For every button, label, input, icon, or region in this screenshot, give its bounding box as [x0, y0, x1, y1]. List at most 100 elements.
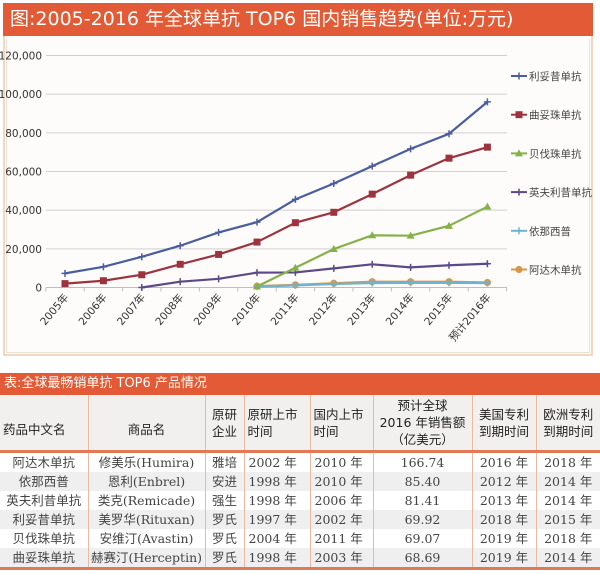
- column-header-text: （亿美元）: [391, 432, 454, 447]
- column-header-text: 原研上市: [247, 406, 298, 422]
- column-header-text: 药品中文名: [3, 422, 66, 437]
- y-tick-label: 20,000: [5, 244, 42, 256]
- table-cell: 罗氏: [204, 510, 244, 529]
- data-point: [330, 264, 338, 272]
- data-point: [138, 271, 146, 279]
- data-point: [291, 219, 299, 227]
- table-cell: 2002 年: [309, 510, 373, 529]
- legend-label: 依那西普: [529, 225, 571, 238]
- x-tick-label: 2009年: [191, 291, 225, 328]
- table-cell: 166.74: [372, 451, 472, 472]
- x-tick-label: 2011年: [268, 291, 302, 328]
- column-header-text: 到期时间: [478, 423, 529, 439]
- data-point: [515, 72, 523, 80]
- y-tick-label: 80,000: [5, 128, 42, 140]
- data-point: [445, 279, 453, 287]
- table-cell: 69.92: [372, 510, 472, 529]
- data-point: [329, 245, 338, 253]
- column-header: 商品名: [87, 395, 205, 452]
- x-tick-label: 2013年: [345, 291, 379, 328]
- y-tick-label: 100,000: [0, 89, 42, 101]
- y-tick-label: 40,000: [5, 205, 42, 217]
- table-cell: 2010 年: [309, 451, 373, 472]
- data-point: [176, 260, 184, 268]
- legend-label: 利妥昔单抗: [529, 70, 582, 83]
- table-cell: 赫赛汀(Herceptin): [87, 548, 205, 569]
- data-point: [99, 277, 107, 285]
- column-header-text: 商品名: [127, 422, 166, 437]
- data-point: [138, 253, 146, 261]
- table-cell: 强生: [204, 491, 244, 510]
- table-cell: 2011 年: [309, 529, 373, 548]
- data-point: [330, 280, 338, 288]
- data-point: [368, 162, 376, 170]
- legend-label: 英夫利昔单抗: [529, 186, 592, 199]
- y-tick-label: 60,000: [5, 167, 42, 179]
- x-tick-label: 2005年: [37, 291, 71, 328]
- y-tick-label: 120,000: [0, 51, 42, 63]
- table-cell: 81.41: [372, 491, 472, 510]
- y-tick-label: 0: [35, 283, 42, 295]
- legend-item: 依那西普: [511, 225, 571, 238]
- column-header: 欧洲专利 到期时间: [535, 395, 600, 452]
- x-tick-label: 2010年: [229, 291, 263, 328]
- column-header-text: 企业: [211, 423, 237, 439]
- table-cell: 利妥昔单抗: [0, 510, 88, 529]
- table-cell: 曲妥珠单抗: [0, 548, 88, 569]
- data-point: [407, 279, 415, 287]
- data-point: [483, 143, 491, 151]
- table-cell: 安进: [204, 472, 244, 491]
- table-cell: 1998 年: [243, 472, 310, 491]
- series-曲妥珠单抗: [61, 143, 491, 288]
- table-row: 贝伐珠单抗 安维汀(Avastin) 罗氏 2004 年 2011 年 69.07 2019…: [0, 529, 600, 548]
- data-point: [515, 265, 523, 274]
- table-cell: 1998 年: [243, 491, 310, 510]
- series-贝伐珠单抗: [253, 202, 492, 290]
- legend-item: 利妥昔单抗: [511, 70, 582, 83]
- data-point: [368, 231, 377, 239]
- data-point: [291, 263, 300, 271]
- data-point: [291, 195, 299, 203]
- data-point: [368, 279, 376, 287]
- data-point: [253, 269, 261, 277]
- legend-label: 贝伐珠单抗: [529, 147, 582, 160]
- data-point: [253, 218, 261, 226]
- line-chart: 020,00040,00060,00080,000100,000120,000 …: [0, 51, 592, 345]
- table-cell: 2004 年: [243, 529, 310, 548]
- column-header: 国内上市 时间: [309, 395, 373, 452]
- table-cell: 英夫利昔单抗: [6, 493, 82, 508]
- table-cell: 2002 年: [243, 451, 310, 472]
- table-cell: 2014 年: [535, 491, 600, 510]
- data-point: [445, 221, 453, 229]
- data-point: [407, 171, 415, 179]
- column-header-text: 2016 年销售额: [379, 415, 466, 430]
- x-tick-label: 2015年: [421, 291, 455, 328]
- table-cell: 罗氏: [204, 548, 244, 569]
- column-header-text: 时间: [313, 423, 339, 439]
- data-point: [330, 179, 338, 187]
- legend-item: 曲妥珠单抗: [511, 109, 582, 122]
- data-point: [407, 263, 415, 271]
- table-cell: 罗氏: [204, 529, 244, 548]
- series-英夫利昔单抗: [138, 260, 491, 291]
- x-tick-label: 2014年: [383, 291, 417, 328]
- table-cell: 类克(Remicade): [87, 491, 205, 510]
- products-table: 药品中文名 商品名 原研 企业 原研上市 时间 国内上市 时间 预计全球 2016 年销售额 （亿美…: [0, 395, 600, 570]
- data-point: [61, 280, 69, 288]
- x-tick-label: 2012年: [306, 291, 340, 328]
- x-tick-label: 2007年: [114, 291, 148, 328]
- data-point: [291, 281, 299, 289]
- data-point: [515, 227, 523, 235]
- data-point: [515, 149, 523, 157]
- table-cell: 2019 年: [471, 529, 536, 548]
- data-point: [368, 260, 376, 268]
- table-cell: 2006 年: [309, 491, 373, 510]
- data-point: [445, 130, 453, 138]
- x-tick-label: 2006年: [76, 291, 110, 328]
- series-line: [141, 262, 488, 289]
- data-point: [515, 188, 523, 196]
- legend-item: 贝伐珠单抗: [511, 147, 582, 160]
- table-cell: 美罗华(Rituxan): [87, 510, 205, 529]
